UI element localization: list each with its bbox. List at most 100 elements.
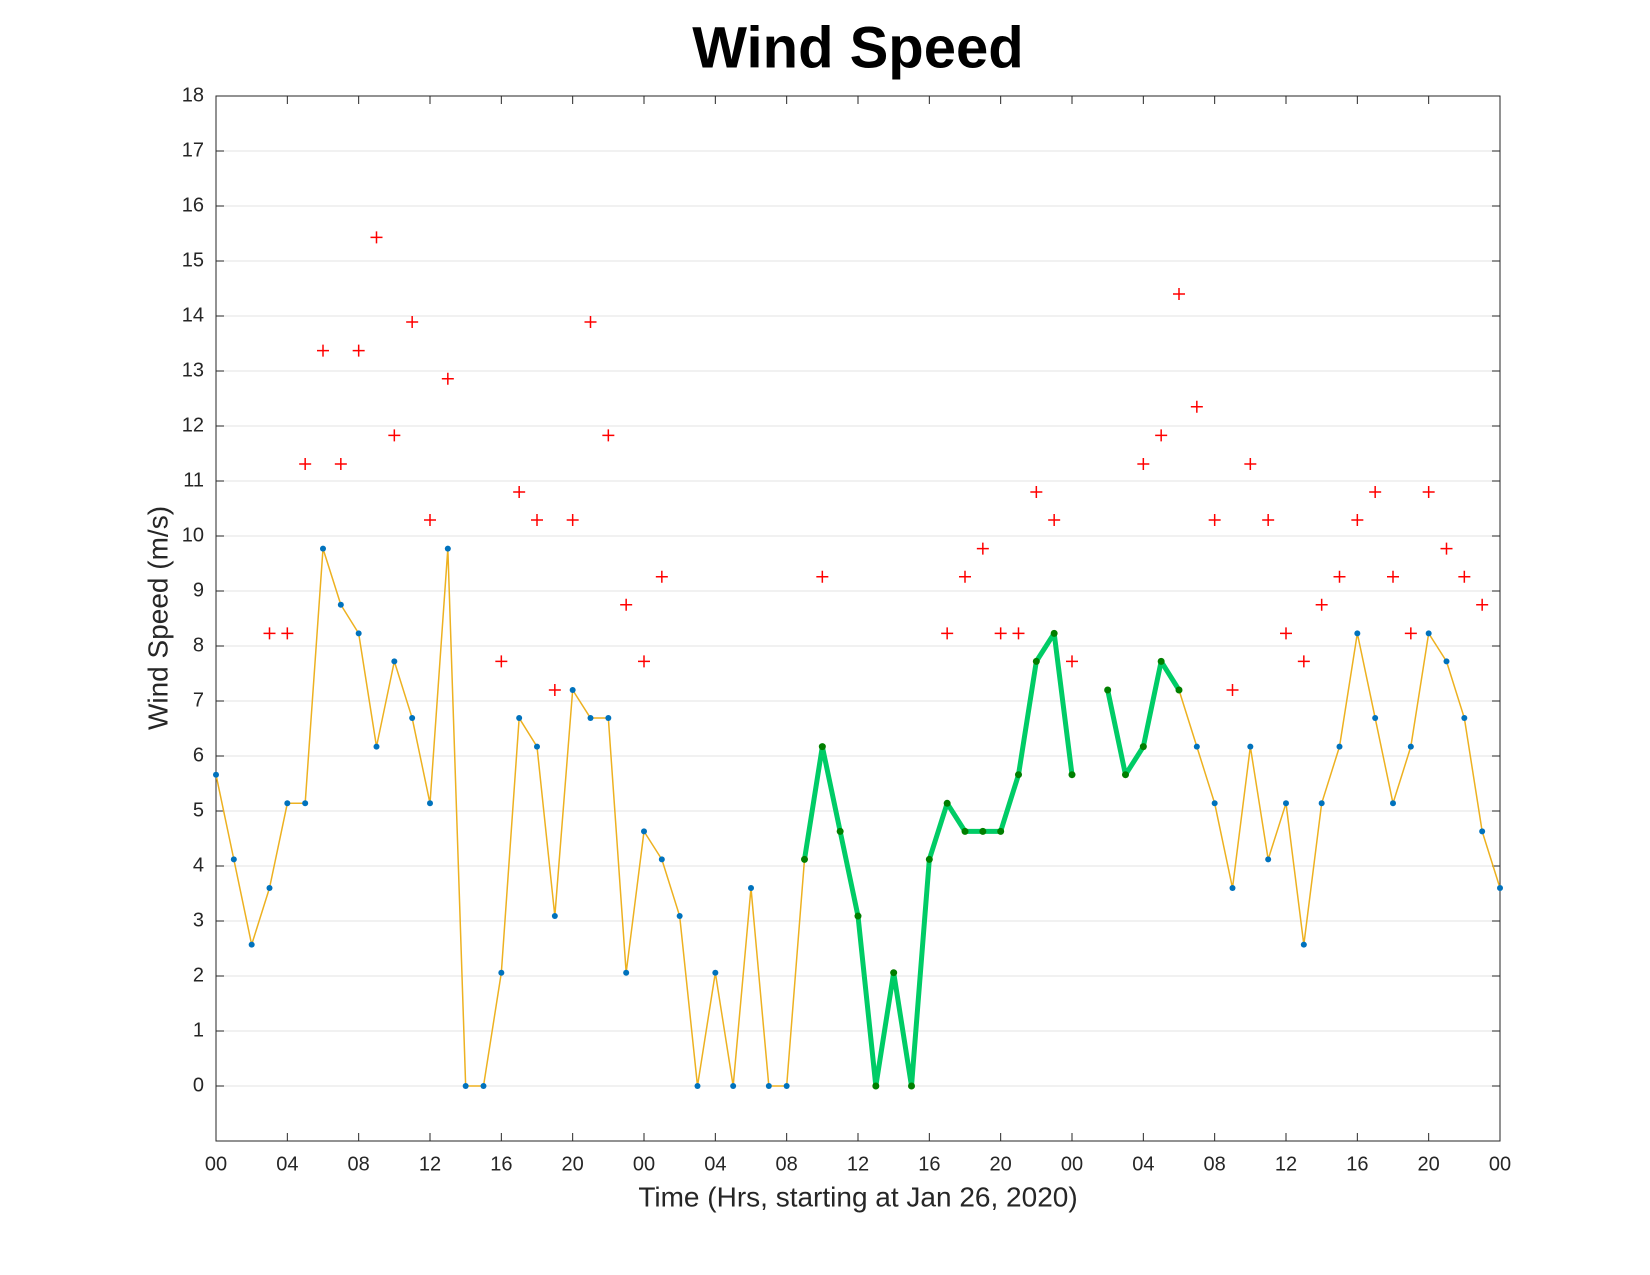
gust-marker [317, 344, 329, 357]
point-marker [391, 658, 398, 665]
point-marker [1175, 686, 1183, 694]
point-marker [1104, 686, 1112, 694]
point-marker [854, 912, 862, 920]
point-marker [1247, 743, 1254, 750]
gust-marker [941, 627, 954, 640]
point-marker [337, 601, 344, 608]
point-marker [818, 743, 826, 751]
gust-marker [1208, 514, 1221, 527]
point-marker [730, 1083, 737, 1089]
gust-marker [1137, 457, 1150, 470]
x-tick-label: 04 [1132, 1153, 1154, 1175]
plot-frame [215, 95, 1501, 1142]
gust-marker [1333, 570, 1346, 583]
gust-marker [1297, 655, 1310, 668]
point-marker [284, 800, 291, 807]
point-marker [1372, 715, 1379, 722]
point-marker [248, 941, 255, 948]
y-axis-label: Wind Speed (m/s) [142, 506, 173, 730]
point-marker [213, 771, 219, 778]
point-marker [516, 715, 523, 722]
x-tick-label: 08 [776, 1153, 798, 1175]
gust-marker [352, 344, 365, 357]
point-marker [462, 1083, 469, 1089]
y-tick-label: 16 [182, 194, 204, 216]
point-marker [1425, 630, 1432, 637]
point-marker [230, 856, 237, 863]
y-tick-label: 14 [182, 304, 204, 326]
point-marker [320, 545, 326, 552]
point-marker [1354, 630, 1361, 637]
point-marker [266, 885, 273, 891]
y-tick-label: 6 [193, 744, 204, 766]
x-tick-label: 16 [1346, 1153, 1368, 1175]
x-tick-label: 08 [1204, 1153, 1226, 1175]
x-axis-label: Time (Hrs, starting at Jan 26, 2020) [638, 1181, 1077, 1212]
y-tick-label: 5 [193, 799, 204, 821]
point-marker [997, 827, 1005, 835]
point-marker [1497, 885, 1503, 891]
gust-marker [1155, 429, 1168, 442]
point-marker [480, 1083, 487, 1089]
y-tick-label: 17 [182, 139, 204, 161]
point-marker [302, 800, 309, 807]
y-tick-label: 15 [182, 249, 204, 271]
point-marker [1265, 856, 1272, 863]
gust-marker [1226, 684, 1239, 696]
point-marker [1390, 800, 1396, 807]
x-tick-label: 16 [918, 1153, 940, 1175]
point-marker [569, 687, 576, 693]
point-marker [534, 743, 540, 750]
gust-marker [370, 231, 383, 244]
x-tick-label: 16 [490, 1153, 512, 1175]
gust-marker [1280, 627, 1292, 640]
x-tick-label: 04 [704, 1153, 726, 1175]
gust-marker [1458, 570, 1471, 583]
x-tick-label: 20 [562, 1153, 584, 1175]
x-tick-label: 12 [419, 1153, 441, 1175]
y-tick-label: 1 [193, 1019, 204, 1041]
point-marker [641, 828, 647, 835]
point-marker [1336, 743, 1343, 750]
point-marker [623, 969, 630, 976]
point-marker [373, 743, 380, 750]
gust-marker [1351, 514, 1364, 527]
gust-marker [263, 627, 276, 640]
point-marker [1461, 715, 1468, 722]
point-marker [908, 1082, 915, 1090]
gust-marker [620, 598, 633, 611]
gust-marker [1369, 486, 1382, 498]
point-marker [801, 855, 808, 863]
point-marker [355, 630, 362, 637]
gust-marker [495, 655, 508, 668]
gust-marker [1387, 570, 1399, 583]
series-line [215, 547, 1501, 1087]
point-marker [1050, 629, 1058, 637]
gust-marker [1012, 627, 1025, 640]
gust-marker [1422, 486, 1435, 498]
point-marker [658, 856, 665, 863]
x-tick-label: 00 [1061, 1153, 1083, 1175]
gust-marker [994, 627, 1007, 640]
gust-marker [513, 486, 526, 498]
gust-marker [1404, 627, 1417, 640]
gust-marker [531, 514, 543, 527]
y-tick-label: 11 [183, 469, 204, 491]
point-marker [1300, 941, 1307, 948]
gust-marker [1315, 598, 1328, 611]
gust-marker [1066, 655, 1078, 668]
point-marker [1015, 771, 1022, 779]
gust-marker [299, 457, 312, 470]
x-tick-label: 00 [205, 1153, 227, 1175]
gust-marker [388, 429, 401, 442]
gust-marker [584, 316, 597, 329]
point-marker [1229, 885, 1236, 891]
point-marker [694, 1083, 701, 1089]
gust-marker [406, 316, 419, 329]
x-tick-label: 00 [1489, 1153, 1511, 1175]
gust-marker [638, 655, 650, 668]
x-tick-label: 12 [1275, 1153, 1297, 1175]
point-marker [943, 799, 951, 807]
